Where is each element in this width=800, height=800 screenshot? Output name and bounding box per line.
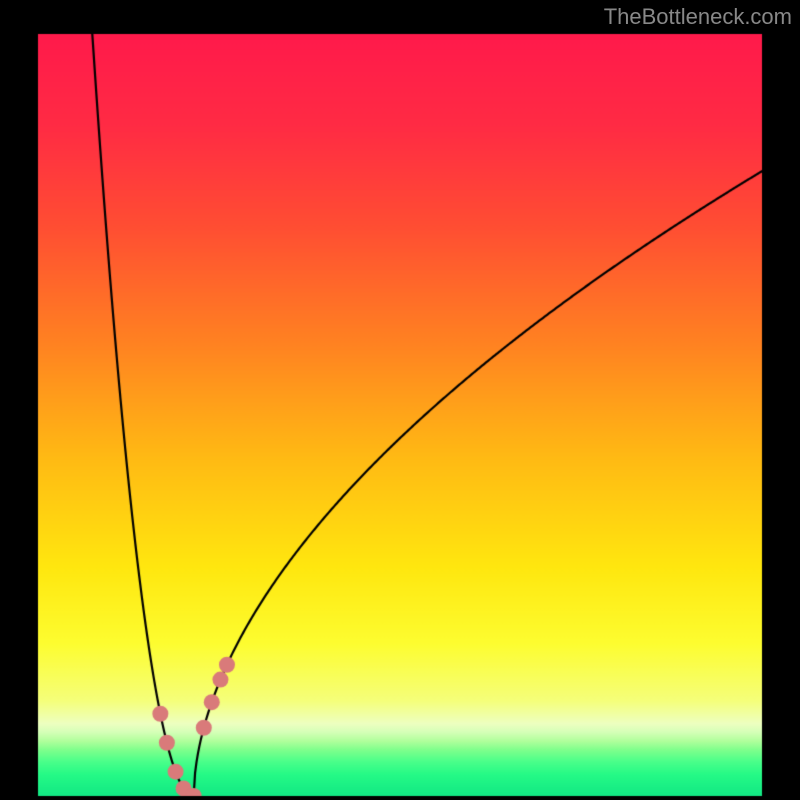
chart-container: TheBottleneck.com: [0, 0, 800, 800]
bottleneck-curve-chart: [0, 0, 800, 800]
